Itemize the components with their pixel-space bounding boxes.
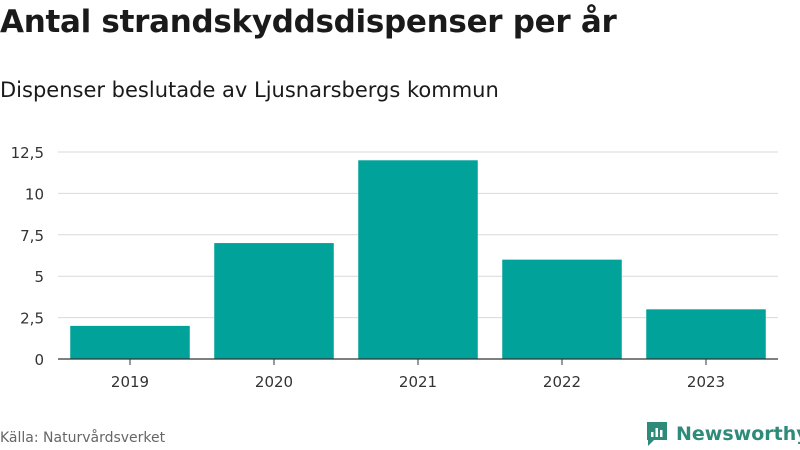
y-tick-label: 5 (34, 268, 44, 286)
bar (214, 243, 334, 359)
chart-title: Antal strandskyddsdispenser per år (0, 4, 617, 40)
bar (502, 259, 622, 359)
x-tick-label: 2021 (399, 373, 437, 391)
bar (358, 160, 478, 359)
x-tick-label: 2023 (687, 373, 725, 391)
bar (646, 309, 766, 359)
y-tick-label: 2,5 (20, 310, 44, 328)
brand-name: Newsworthy (676, 423, 800, 445)
y-tick-label: 12,5 (11, 144, 44, 162)
x-tick-label: 2019 (111, 373, 149, 391)
source-note: Källa: Naturvårdsverket (0, 430, 166, 446)
y-tick-label: 0 (34, 351, 44, 369)
y-tick-label: 7,5 (20, 227, 44, 245)
newsworthy-logo-icon (647, 422, 667, 446)
chart-subtitle: Dispenser beslutade av Ljusnarsbergs kom… (0, 78, 499, 102)
y-tick-label: 10 (25, 185, 44, 203)
x-tick-label: 2020 (255, 373, 293, 391)
x-tick-label: 2022 (543, 373, 581, 391)
bar (70, 325, 190, 359)
brand-logo: Newsworthy (645, 420, 800, 448)
